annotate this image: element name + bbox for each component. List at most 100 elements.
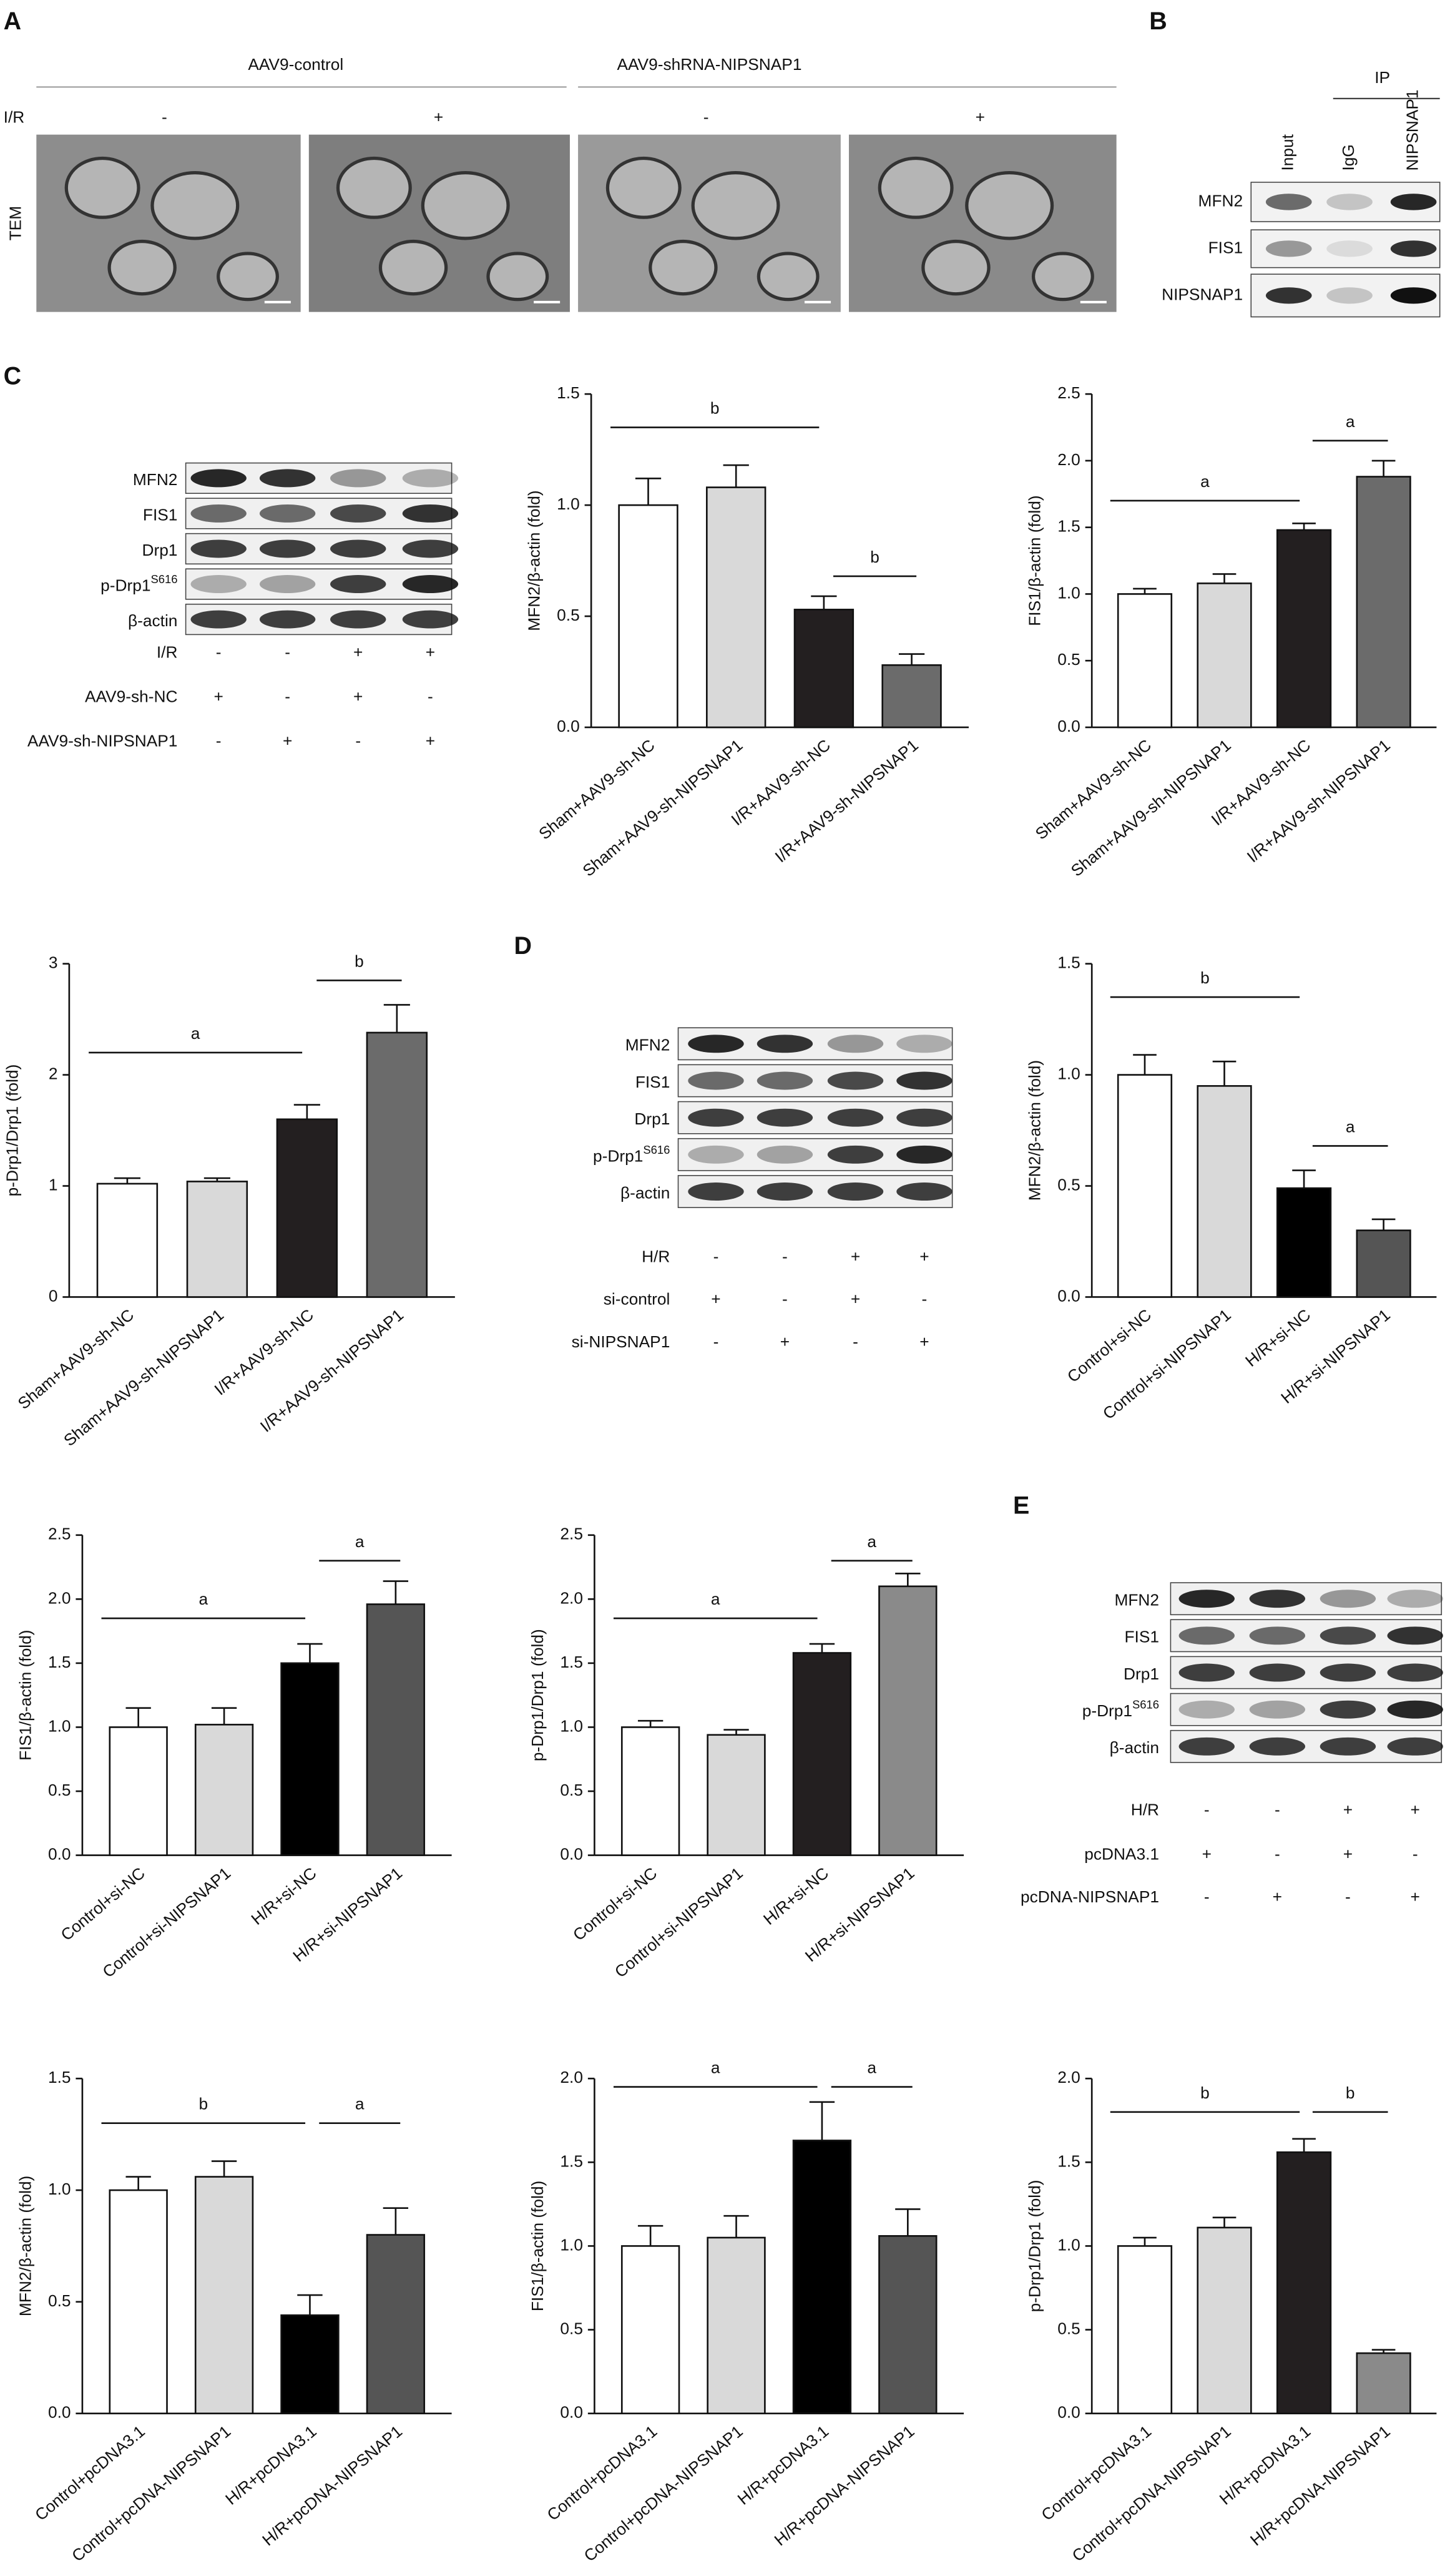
sign: + bbox=[1411, 1800, 1420, 1819]
sign: - bbox=[853, 1332, 858, 1351]
blot-band bbox=[688, 1145, 744, 1164]
bar bbox=[878, 1585, 938, 1856]
blot-band bbox=[1178, 1700, 1235, 1719]
bar bbox=[96, 1182, 159, 1298]
bar bbox=[1117, 593, 1173, 729]
y-tick-label: 2.0 bbox=[48, 1588, 71, 1607]
blot-band bbox=[190, 539, 247, 558]
mitochondrion bbox=[1031, 252, 1094, 302]
bar bbox=[194, 1724, 254, 1856]
row-label: FIS1 bbox=[1208, 238, 1243, 257]
sign: + bbox=[1343, 1844, 1353, 1863]
bar bbox=[1356, 2352, 1411, 2414]
mitochondrion bbox=[878, 156, 954, 219]
y-tick-label: 1.5 bbox=[557, 383, 580, 402]
significance-label: a bbox=[1200, 472, 1210, 491]
y-tick-label: 1.0 bbox=[560, 2235, 583, 2254]
x-tick-label: Sham+AAV9-sh-NIPSNAP1 bbox=[1067, 735, 1235, 880]
sign: - bbox=[1413, 1844, 1418, 1863]
blot-band bbox=[1390, 287, 1437, 304]
x-tick-label: Control+si-NIPSNAP1 bbox=[1099, 1305, 1235, 1423]
sign: + bbox=[214, 687, 223, 706]
y-tick-label: 0.0 bbox=[1057, 1286, 1080, 1305]
blot-band bbox=[402, 575, 459, 593]
row-label-main: p-Drp1 bbox=[1082, 1701, 1132, 1720]
bar bbox=[1276, 529, 1332, 729]
significance-label: b bbox=[198, 2095, 208, 2113]
condition-label: AAV9-sh-NIPSNAP1 bbox=[27, 732, 178, 750]
y-axis-label: p-Drp1/Drp1 (fold) bbox=[1026, 2180, 1044, 2313]
blot-band bbox=[190, 504, 247, 523]
blot-band bbox=[827, 1182, 884, 1201]
condition-label: H/R bbox=[642, 1247, 670, 1266]
blot-band bbox=[827, 1108, 884, 1127]
row-label-main: p-Drp1 bbox=[100, 576, 150, 594]
x-tick-label: Control+pcDNA-NIPSNAP1 bbox=[580, 2422, 747, 2565]
sign: + bbox=[1273, 1887, 1282, 1906]
y-axis-label: FIS1/β-actin (fold) bbox=[528, 2181, 547, 2311]
y-tick-label: 2 bbox=[49, 1064, 58, 1083]
sign: - bbox=[1345, 1887, 1351, 1906]
bar bbox=[276, 1118, 338, 1298]
sign: + bbox=[919, 1332, 929, 1351]
sign: + bbox=[1411, 1887, 1420, 1906]
x-tick-label: H/R+pcDNA-NIPSNAP1 bbox=[1247, 2422, 1394, 2550]
bar bbox=[620, 2245, 680, 2414]
mitochondrion bbox=[107, 239, 177, 296]
y-tick-label: 2.5 bbox=[560, 1525, 583, 1543]
y-tick-label: 1.5 bbox=[1057, 953, 1080, 972]
bar bbox=[194, 2176, 254, 2414]
blot-band bbox=[688, 1035, 744, 1053]
mitochondrion bbox=[64, 156, 140, 219]
sign: + bbox=[711, 1290, 720, 1309]
mitochondrion bbox=[421, 171, 510, 240]
panel-letter: E bbox=[1013, 1492, 1029, 1519]
y-tick-label: 2.0 bbox=[560, 2068, 583, 2087]
mitochondrion bbox=[486, 252, 549, 302]
x-tick-label: H/R+si-NC bbox=[1242, 1305, 1314, 1370]
row-label: β-actin bbox=[620, 1183, 670, 1202]
y-tick-label: 1.5 bbox=[560, 2151, 583, 2170]
sign: + bbox=[851, 1290, 860, 1309]
sign: - bbox=[713, 1332, 719, 1351]
bar bbox=[366, 2234, 426, 2414]
significance-label: a bbox=[355, 2095, 365, 2113]
blot-band bbox=[1265, 240, 1312, 257]
bar bbox=[109, 1726, 168, 1856]
y-tick-label: 1.0 bbox=[48, 2180, 71, 2198]
y-tick-label: 1.5 bbox=[560, 1653, 583, 1671]
y-axis-label: MFN2/β-actin (fold) bbox=[16, 2176, 34, 2316]
bar bbox=[186, 1181, 248, 1298]
sign: - bbox=[1204, 1887, 1210, 1906]
condition-label: H/R bbox=[1131, 1800, 1159, 1819]
blot-band bbox=[1249, 1590, 1306, 1608]
x-tick-label: H/R+si-NC bbox=[760, 1864, 832, 1929]
blot-band bbox=[402, 469, 459, 488]
blot-band bbox=[1387, 1700, 1443, 1719]
row-label: MFN2 bbox=[625, 1036, 670, 1054]
y-tick-label: 0.0 bbox=[557, 717, 580, 735]
condition-label: AAV9-sh-NC bbox=[85, 687, 177, 706]
bar bbox=[618, 504, 678, 729]
y-tick-label: 0.0 bbox=[48, 2403, 71, 2422]
x-tick-label: I/R+AAV9-sh-NIPSNAP1 bbox=[257, 1305, 407, 1436]
blot-band bbox=[402, 504, 459, 523]
blot-band bbox=[1390, 240, 1437, 257]
condition-label: si-control bbox=[604, 1290, 670, 1309]
y-tick-label: 1 bbox=[49, 1175, 58, 1194]
mitochondrion bbox=[691, 171, 780, 240]
y-tick-label: 0.0 bbox=[1057, 717, 1080, 735]
column-label: NIPSNAP1 bbox=[1403, 89, 1422, 170]
sign: - bbox=[355, 732, 361, 750]
bar bbox=[707, 2236, 766, 2414]
blot-band bbox=[1249, 1626, 1306, 1645]
y-tick-label: 1.5 bbox=[1057, 517, 1080, 536]
blot-band bbox=[1249, 1700, 1306, 1719]
y-tick-label: 2.0 bbox=[1057, 2068, 1080, 2087]
sign: + bbox=[426, 643, 435, 662]
y-tick-label: 1.5 bbox=[48, 1653, 71, 1671]
column-label: IgG bbox=[1339, 144, 1358, 170]
bar bbox=[792, 1652, 852, 1856]
mitochondrion bbox=[649, 239, 718, 296]
bar bbox=[1117, 2245, 1173, 2414]
